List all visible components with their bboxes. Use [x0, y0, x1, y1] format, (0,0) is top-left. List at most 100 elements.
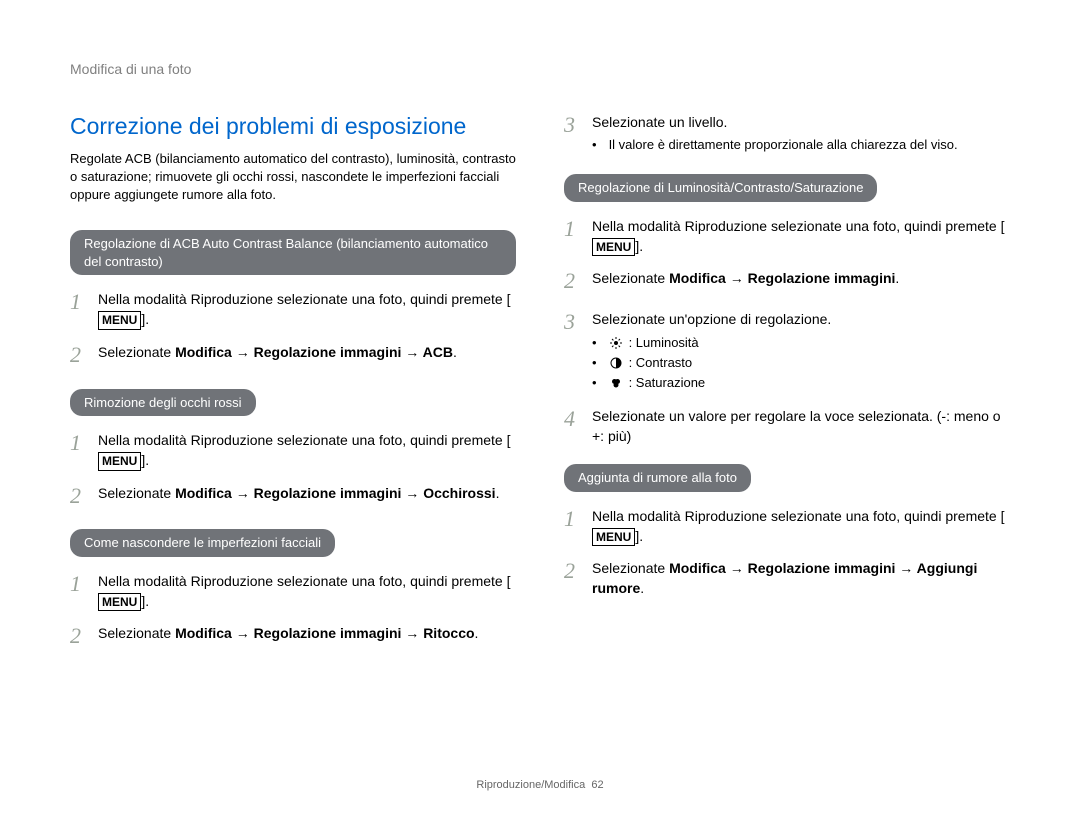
contrast-icon	[609, 356, 623, 370]
step-text-part: ].	[141, 593, 149, 609]
step-text-part: .	[895, 270, 899, 286]
step-text: Selezionate un livello. Il valore è dire…	[592, 110, 958, 157]
step-item: 1 Nella modalità Riproduzione selezionat…	[564, 214, 1010, 256]
option-contrast: : Contrasto	[592, 354, 831, 372]
step-item: 1 Nella modalità Riproduzione selezionat…	[70, 287, 516, 329]
step-text-part: ].	[635, 238, 643, 254]
step-text-part: Selezionate	[98, 344, 175, 360]
menu-key: MENU	[592, 238, 635, 257]
step-item: 1 Nella modalità Riproduzione selezionat…	[70, 428, 516, 470]
step-item: 2 Selezionate Modifica → Regolazione imm…	[564, 556, 1010, 598]
right-column: 3 Selezionate un livello. Il valore è di…	[564, 110, 1010, 663]
step-item: 1 Nella modalità Riproduzione selezionat…	[70, 569, 516, 611]
step-number: 2	[70, 621, 88, 652]
option-brightness: : Luminosità	[592, 334, 831, 352]
step-text-part: Selezionate	[98, 625, 175, 641]
section-heading-redeye: Rimozione degli occhi rossi	[70, 389, 256, 417]
step-number: 1	[70, 569, 88, 600]
option-label: : Saturazione	[629, 374, 706, 392]
step-text-part: Nella modalità Riproduzione selezionate …	[98, 432, 510, 448]
step-text: Selezionate Modifica → Regolazione immag…	[98, 621, 478, 644]
page-footer: Riproduzione/Modifica 62	[0, 778, 1080, 793]
step-number: 1	[564, 214, 582, 245]
option-saturation: : Saturazione	[592, 374, 831, 392]
steps-acb: 1 Nella modalità Riproduzione selezionat…	[70, 287, 516, 370]
step-item: 2 Selezionate Modifica → Regolazione imm…	[564, 266, 1010, 297]
step-text-part: Selezionate	[98, 485, 175, 501]
step-text: Selezionate Modifica → Regolazione immag…	[592, 266, 899, 289]
content-columns: Correzione dei problemi di esposizione R…	[70, 110, 1010, 663]
step-text-part: ].	[141, 452, 149, 468]
step-text-part: Selezionate	[592, 560, 669, 576]
step-text-part: Nella modalità Riproduzione selezionate …	[98, 291, 510, 307]
step-text: Nella modalità Riproduzione selezionate …	[592, 214, 1010, 256]
step-text-part: Selezionate un'opzione di regolazione.	[592, 311, 831, 327]
steps-noise: 1 Nella modalità Riproduzione selezionat…	[564, 504, 1010, 599]
menu-key: MENU	[98, 593, 141, 612]
step-text-bold: Modifica → Regolazione immagini → ACB	[175, 344, 453, 360]
step-text-part: ].	[141, 311, 149, 327]
sub-note-list: Il valore è direttamente proporzionale a…	[592, 136, 958, 154]
step-text: Selezionate Modifica → Regolazione immag…	[592, 556, 1010, 598]
step-item: 2 Selezionate Modifica → Regolazione imm…	[70, 481, 516, 512]
step-text-part: .	[640, 580, 644, 596]
step-number: 2	[70, 481, 88, 512]
step-text-part: .	[453, 344, 457, 360]
steps-redeye: 1 Nella modalità Riproduzione selezionat…	[70, 428, 516, 511]
sub-note: Il valore è direttamente proporzionale a…	[592, 136, 958, 154]
section-heading-acb: Regolazione di ACB Auto Contrast Balance…	[70, 230, 516, 275]
section-heading-bcs: Regolazione di Luminosità/Contrasto/Satu…	[564, 174, 877, 202]
section-heading-noise: Aggiunta di rumore alla foto	[564, 464, 751, 492]
saturation-icon	[609, 376, 623, 390]
step-number: 2	[70, 340, 88, 371]
step-text-part: Selezionate	[592, 270, 669, 286]
step-text: Selezionate un'opzione di regolazione. :…	[592, 307, 831, 394]
steps-retouch: 1 Nella modalità Riproduzione selezionat…	[70, 569, 516, 652]
step-item: 3 Selezionate un livello. Il valore è di…	[564, 110, 1010, 157]
option-label: : Luminosità	[629, 334, 699, 352]
step-item: 4 Selezionate un valore per regolare la …	[564, 404, 1010, 446]
step-number: 4	[564, 404, 582, 435]
step-number: 2	[564, 266, 582, 297]
steps-bcs: 1 Nella modalità Riproduzione selezionat…	[564, 214, 1010, 447]
step-number: 3	[564, 307, 582, 338]
step-item: 2 Selezionate Modifica → Regolazione imm…	[70, 621, 516, 652]
step-number: 2	[564, 556, 582, 587]
step-text-part: Nella modalità Riproduzione selezionate …	[98, 573, 510, 589]
step-text-bold: Modifica → Regolazione immagini → Occhir…	[175, 485, 496, 501]
step-text: Nella modalità Riproduzione selezionate …	[592, 504, 1010, 546]
step-text-bold: Modifica → Regolazione immagini → Ritocc…	[175, 625, 474, 641]
step-text-part: Selezionate un livello.	[592, 114, 727, 130]
left-column: Correzione dei problemi di esposizione R…	[70, 110, 516, 663]
step-number: 1	[70, 428, 88, 459]
step-text-part: .	[496, 485, 500, 501]
adjust-options: : Luminosità : Contrasto :	[592, 334, 831, 393]
step-item: 3 Selezionate un'opzione di regolazione.…	[564, 307, 1010, 394]
menu-key: MENU	[98, 311, 141, 330]
page-title: Correzione dei problemi di esposizione	[70, 110, 516, 142]
step-number: 3	[564, 110, 582, 141]
step-number: 1	[564, 504, 582, 535]
step-text: Selezionate Modifica → Regolazione immag…	[98, 340, 457, 363]
section-heading-retouch: Come nascondere le imperfezioni facciali	[70, 529, 335, 557]
footer-section: Riproduzione/Modifica	[476, 779, 585, 791]
brightness-icon	[609, 336, 623, 350]
step-text-part: Nella modalità Riproduzione selezionate …	[592, 508, 1004, 524]
step-text-part: ].	[635, 528, 643, 544]
step-text-part: Nella modalità Riproduzione selezionate …	[592, 218, 1004, 234]
footer-page: 62	[591, 779, 603, 791]
intro-text: Regolate ACB (bilanciamento automatico d…	[70, 150, 516, 205]
step-text: Nella modalità Riproduzione selezionate …	[98, 428, 516, 470]
breadcrumb: Modifica di una foto	[70, 60, 1010, 80]
menu-key: MENU	[98, 452, 141, 471]
step-item: 2 Selezionate Modifica → Regolazione imm…	[70, 340, 516, 371]
step-text-bold: Modifica → Regolazione immagini	[669, 270, 895, 286]
steps-retouch-cont: 3 Selezionate un livello. Il valore è di…	[564, 110, 1010, 157]
step-text-part: .	[475, 625, 479, 641]
step-number: 1	[70, 287, 88, 318]
step-item: 1 Nella modalità Riproduzione selezionat…	[564, 504, 1010, 546]
menu-key: MENU	[592, 528, 635, 547]
step-text: Selezionate un valore per regolare la vo…	[592, 404, 1010, 446]
option-label: : Contrasto	[629, 354, 693, 372]
step-text: Selezionate Modifica → Regolazione immag…	[98, 481, 499, 504]
